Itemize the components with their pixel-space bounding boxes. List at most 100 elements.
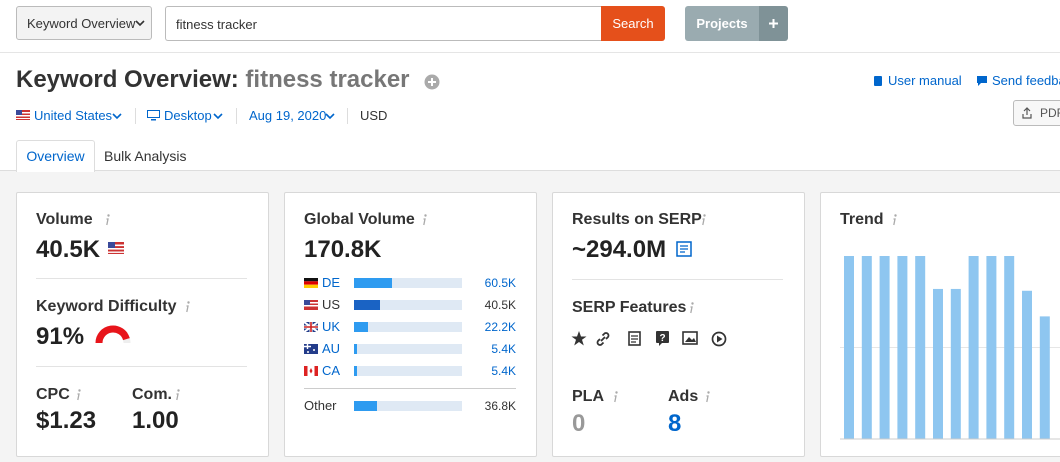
info-icon	[690, 302, 694, 314]
bar	[354, 278, 393, 288]
kd-label: Keyword Difficulty	[36, 298, 177, 315]
info-icon	[706, 391, 710, 403]
search-button[interactable]: Search	[601, 6, 665, 41]
flag-canton	[304, 300, 310, 305]
info-stem	[423, 218, 426, 226]
flag-stripe	[304, 278, 318, 282]
device-filter[interactable]: Desktop	[164, 108, 212, 123]
info-stem	[176, 393, 179, 401]
flag-stripe	[304, 284, 318, 288]
flag-stripe	[304, 305, 318, 307]
country-code: UK	[322, 319, 341, 334]
user-manual[interactable]: User manual	[888, 73, 962, 88]
trend-bar	[879, 256, 890, 439]
mode-text: Keyword Overview	[27, 16, 136, 31]
trend-bar	[950, 288, 961, 439]
serp-label: Results on SERP	[572, 211, 702, 228]
bar	[354, 401, 378, 411]
chevron	[213, 113, 223, 120]
flag-star	[313, 349, 315, 351]
tab-active[interactable]: Overview	[16, 140, 95, 172]
add-icon[interactable]	[424, 74, 440, 90]
projects-button[interactable]: Projects	[685, 6, 759, 41]
date-filter[interactable]: Aug 19, 2020	[249, 108, 327, 123]
send-feedback[interactable]: Send feedback	[992, 73, 1060, 88]
info-stem	[702, 218, 705, 226]
country-code: Other	[304, 398, 337, 413]
trend-bar	[1022, 290, 1032, 439]
info-stem	[690, 306, 693, 314]
country-volume: 60.5K	[484, 276, 516, 290]
volume-card	[16, 192, 269, 457]
add-project[interactable]	[759, 6, 788, 41]
serp-feature-icons: ?	[571, 331, 727, 347]
separator	[236, 108, 237, 124]
bar-track	[354, 366, 462, 376]
country-flag	[304, 344, 318, 354]
flag-bg	[304, 344, 318, 354]
info-dot	[78, 389, 81, 392]
separator	[347, 108, 348, 124]
info-icon	[614, 391, 618, 403]
trend-chart	[840, 256, 1060, 440]
desktop-icon	[147, 110, 160, 121]
bar-track	[354, 322, 462, 332]
info-icon	[893, 214, 897, 226]
country-volume: 36.8K	[484, 399, 516, 413]
query: fitness tracker	[176, 17, 257, 32]
divider	[572, 279, 783, 280]
feedback-icon	[977, 76, 987, 86]
svg-text:?: ?	[659, 333, 665, 344]
info-stem	[77, 393, 80, 401]
trend-bar	[861, 256, 872, 439]
country-flag	[304, 366, 318, 376]
info-icon	[106, 214, 110, 226]
country-volume: 40.5K	[484, 298, 516, 312]
global-volume-label: Global Volume	[304, 211, 415, 228]
search-input[interactable]: fitness tracker	[165, 6, 602, 41]
chevron	[325, 113, 335, 120]
kd-value: 91%	[36, 323, 85, 350]
pla-value: 0	[572, 410, 586, 437]
plus-icon	[769, 19, 778, 28]
ads-label: Ads	[668, 388, 699, 405]
serp-value: ~294.0M	[572, 236, 667, 263]
bar-track	[354, 278, 462, 288]
trend-bar	[1004, 256, 1015, 439]
serp-features-label: SERP Features	[572, 299, 687, 316]
country-flag	[304, 278, 318, 288]
ads-value[interactable]: 8	[668, 410, 682, 437]
country-code: US	[322, 297, 341, 312]
country-volume: 22.2K	[484, 320, 516, 334]
global-volume-value: 170.8K	[304, 236, 382, 263]
trend-bar	[933, 288, 943, 439]
tab[interactable]: Bulk Analysis	[104, 148, 187, 164]
divider	[36, 366, 247, 367]
serp-card	[552, 192, 805, 457]
mode-dropdown[interactable]: Keyword Overview	[16, 6, 152, 40]
info-dot	[187, 301, 190, 304]
trend-bar	[897, 256, 908, 439]
trend-bar	[968, 256, 979, 439]
us-flag	[108, 242, 124, 254]
country-filter[interactable]: United States	[34, 108, 113, 123]
trend-label: Trend	[840, 211, 884, 228]
info-dot	[894, 214, 897, 217]
separator	[135, 108, 136, 124]
pdf-button[interactable]: PDF	[1013, 100, 1060, 126]
flag-stripe	[304, 281, 318, 285]
title: Keyword Overview:	[16, 66, 239, 93]
com-value: 1.00	[132, 407, 179, 434]
trend-bar	[844, 256, 854, 439]
flag-cross	[304, 344, 311, 349]
toolbar-border	[0, 52, 1060, 53]
country-code: CA	[322, 363, 341, 378]
divider	[304, 388, 516, 389]
country-volume: 5.4K	[491, 364, 516, 378]
serp-icon[interactable]	[676, 241, 692, 257]
bar-track	[354, 300, 462, 310]
cpc-label: CPC	[36, 386, 70, 403]
info-dot	[177, 389, 180, 392]
trend-bar	[915, 256, 926, 439]
country-flag	[304, 300, 318, 310]
